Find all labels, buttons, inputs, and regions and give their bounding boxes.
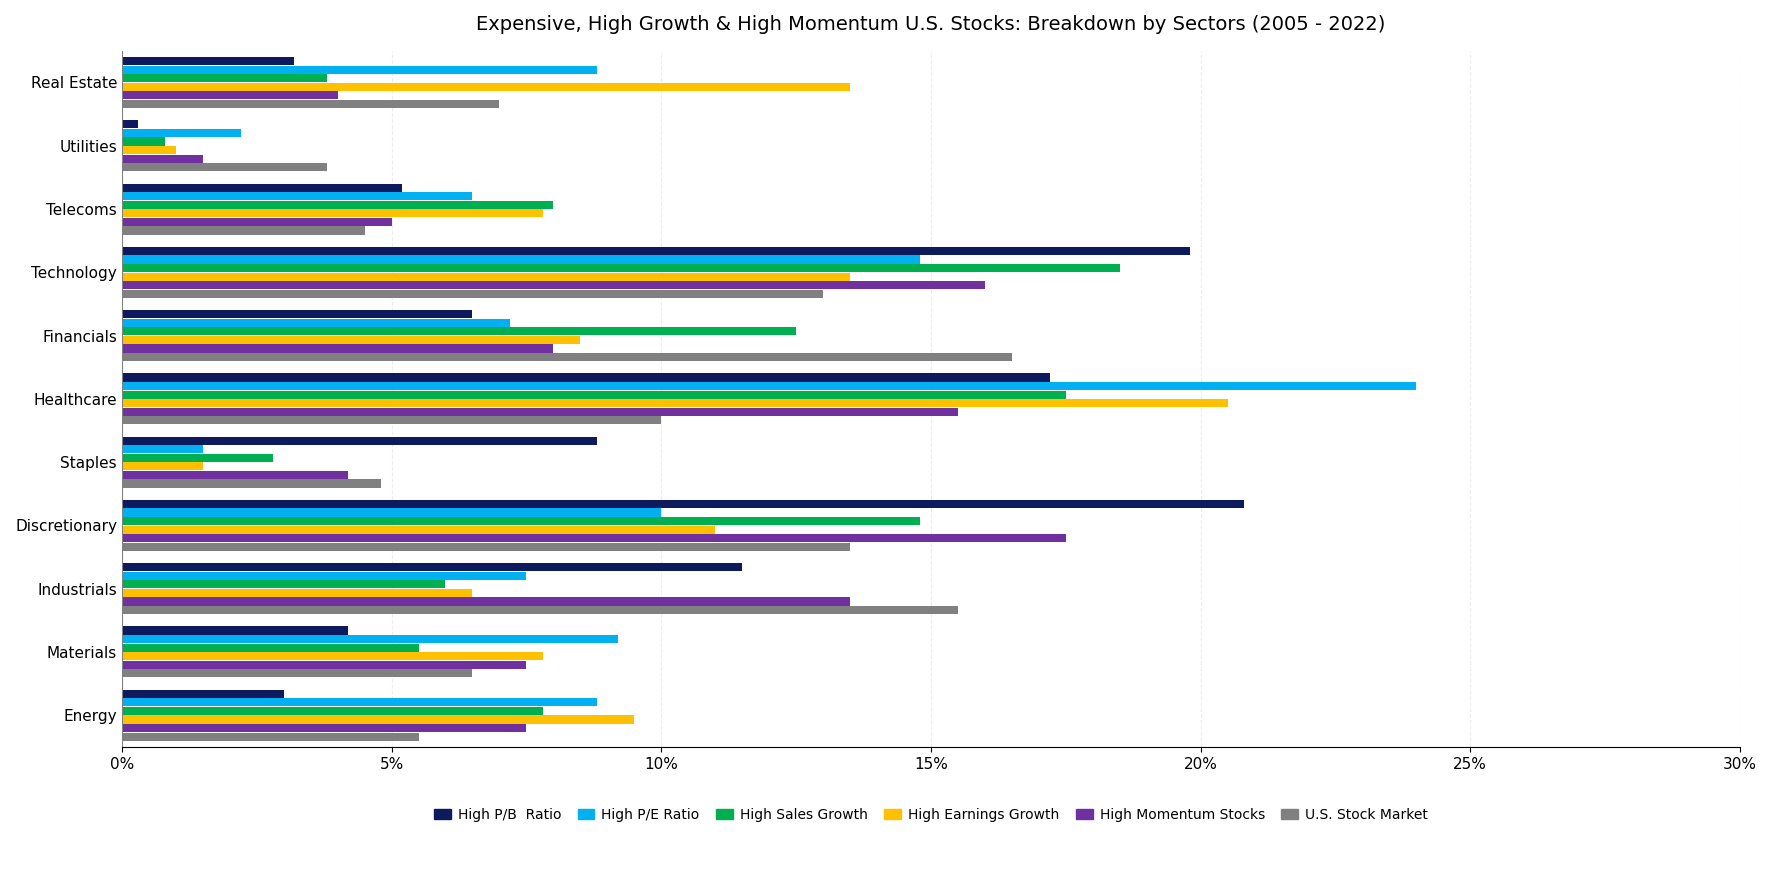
- Bar: [122, 218, 392, 226]
- Bar: [122, 606, 959, 614]
- Bar: [122, 255, 920, 263]
- Bar: [122, 669, 473, 678]
- Bar: [122, 408, 959, 416]
- Bar: [122, 345, 553, 353]
- Bar: [122, 391, 1065, 399]
- Bar: [122, 281, 985, 289]
- Bar: [122, 57, 294, 65]
- Bar: [122, 399, 1228, 408]
- Bar: [122, 543, 851, 551]
- Bar: [122, 319, 510, 327]
- Bar: [122, 690, 284, 698]
- Bar: [122, 733, 418, 741]
- Bar: [122, 227, 365, 235]
- Bar: [122, 200, 553, 209]
- Bar: [122, 437, 597, 445]
- Bar: [122, 382, 1416, 390]
- Bar: [122, 353, 1012, 361]
- Bar: [122, 290, 822, 298]
- Bar: [122, 154, 202, 163]
- Bar: [122, 534, 1065, 542]
- Bar: [122, 462, 202, 470]
- Bar: [122, 91, 338, 99]
- Bar: [122, 146, 175, 154]
- Bar: [122, 643, 418, 652]
- Bar: [122, 698, 597, 706]
- Bar: [122, 626, 349, 634]
- Bar: [122, 66, 597, 74]
- Bar: [122, 635, 618, 643]
- Bar: [122, 716, 634, 724]
- Bar: [122, 563, 742, 571]
- Bar: [122, 247, 1189, 255]
- Bar: [122, 589, 473, 597]
- Bar: [122, 310, 473, 318]
- Bar: [122, 446, 202, 454]
- Bar: [122, 209, 542, 217]
- Bar: [122, 661, 526, 669]
- Bar: [122, 416, 661, 424]
- Bar: [122, 336, 581, 344]
- Bar: [122, 652, 542, 660]
- Bar: [122, 192, 473, 200]
- Bar: [122, 183, 402, 191]
- Bar: [122, 500, 1244, 508]
- Bar: [122, 163, 326, 171]
- Bar: [122, 454, 273, 462]
- Bar: [122, 82, 851, 91]
- Bar: [122, 327, 796, 336]
- Bar: [122, 571, 526, 580]
- Bar: [122, 517, 920, 525]
- Bar: [122, 471, 349, 479]
- Bar: [122, 479, 381, 487]
- Bar: [122, 525, 716, 533]
- Bar: [122, 580, 445, 588]
- Bar: [122, 264, 1120, 272]
- Bar: [122, 724, 526, 732]
- Bar: [122, 509, 661, 517]
- Bar: [122, 273, 851, 281]
- Bar: [122, 707, 542, 715]
- Title: Expensive, High Growth & High Momentum U.S. Stocks: Breakdown by Sectors (2005 -: Expensive, High Growth & High Momentum U…: [477, 15, 1386, 34]
- Bar: [122, 597, 851, 606]
- Bar: [122, 120, 138, 128]
- Bar: [122, 373, 1049, 382]
- Bar: [122, 128, 241, 137]
- Legend: High P/B  Ratio, High P/E Ratio, High Sales Growth, High Earnings Growth, High M: High P/B Ratio, High P/E Ratio, High Sal…: [429, 803, 1434, 828]
- Bar: [122, 74, 326, 82]
- Bar: [122, 137, 165, 145]
- Bar: [122, 100, 500, 108]
